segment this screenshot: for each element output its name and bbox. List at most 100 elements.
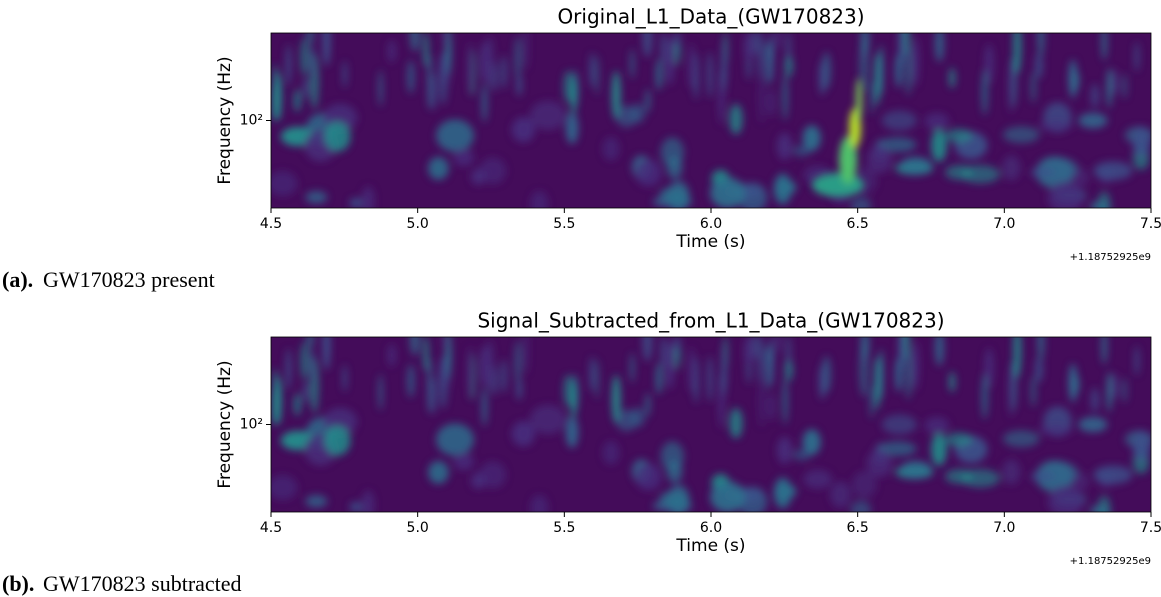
y-tick-label: 10² [240,417,263,433]
x-axis-label: Time (s) [675,232,745,252]
heatmap-blob [1030,166,1055,178]
heatmap-blob [442,33,448,47]
heatmap-blob [500,55,508,90]
heatmap-blob [931,128,947,162]
heatmap-blob [511,421,536,447]
heatmap-blob [602,440,620,465]
heatmap-blob [1101,33,1108,61]
chirp-part [812,173,864,197]
x-tick-label: 5.0 [407,520,429,536]
heatmap-blob [645,392,651,417]
heatmap-blob [759,71,765,124]
heatmap-blob [565,416,579,448]
heatmap-blob [570,77,577,116]
heatmap-blob [911,341,919,391]
heatmap-blob [1030,71,1037,103]
x-tick-label: 7.0 [993,520,1015,536]
heatmap-blob [565,112,579,144]
panel: Signal_Subtracted_from_L1_Data_(GW170823… [2,309,1161,597]
heatmap-blob [349,501,363,512]
heatmap-blob [529,100,566,130]
heatmap-blob [752,33,759,55]
heatmap-blob [773,173,792,205]
heatmap-blob [706,51,713,98]
panel: Original_L1_Data_(GW170823) 4.5 5.0 5.5 6.0 6… [2,5,1161,293]
heatmap-blob [869,384,874,419]
x-tick-label: 4.5 [260,216,282,232]
heatmap-blob [1078,112,1108,129]
heatmap-blob [706,355,713,402]
heatmap-blob [300,342,309,380]
heatmap-blob [423,337,429,372]
heatmap-blob [342,364,347,392]
heatmap-blob [630,352,635,383]
heatmap-blob [981,373,988,420]
x-offset-label: +1.18752925e9 [1070,252,1151,263]
heatmap-blob [630,48,635,79]
heatmap-blob [1093,465,1133,485]
heatmap [271,33,1151,208]
heatmap-blob [830,481,851,508]
x-tick-label: 7.0 [993,216,1015,232]
heatmap-blob [479,157,507,185]
heatmap-blob [850,500,872,512]
heatmap-blob [322,337,331,371]
heatmap-blob [660,33,667,65]
heatmap-blob [729,408,743,439]
heatmap-blob [293,88,302,112]
heatmap-blob [655,58,663,91]
heatmap-blob [775,337,782,353]
heatmap-blob [436,119,475,152]
heatmap-blob [1047,181,1084,208]
heatmap-blob [1038,120,1073,132]
heatmap-blob [665,35,675,86]
heatmap-blob [1037,337,1045,361]
heatmap-blob [1106,67,1112,109]
heatmap-blob [428,156,449,180]
x-tick-label: 6.5 [847,520,869,536]
heatmap-blob [744,33,754,63]
heatmap-blob [1008,63,1014,114]
x-offset-label: +1.18752925e9 [1070,556,1151,567]
chirp-part [856,78,862,122]
heatmap-blob [766,345,772,390]
heatmap-blob [529,404,566,434]
heatmap-blob [687,42,696,89]
heatmap-blob [438,356,449,409]
heatmap-blob [672,347,681,370]
heatmap-blob [630,407,646,427]
heatmap-blob [869,80,874,115]
heatmap-blob [710,481,746,512]
heatmap-blob [767,392,775,421]
heatmap-blob [866,449,893,478]
heatmap-blob [878,348,884,400]
chart-title: Original_L1_Data_(GW170823) [557,5,864,29]
heatmap-blob [300,38,309,76]
chirp-part [839,136,857,184]
heatmap-blob [430,377,437,415]
heatmap-blob [407,60,415,94]
heatmap-blob [948,67,956,89]
heatmap-blob [306,33,315,45]
signal-chirp [812,78,864,197]
heatmap-blob [589,356,595,392]
x-tick-label: 6.0 [700,520,722,536]
heatmap-blob [777,132,793,160]
heatmap-blob [1090,387,1100,413]
heatmap-blob [271,475,298,501]
heatmap-blob [665,339,675,390]
heatmap-blob [485,340,495,390]
heatmap-blob [467,346,474,399]
heatmap-blob [481,83,488,123]
heatmap-blob [1013,337,1022,379]
heatmap-blob [660,337,667,369]
heatmap-blob [479,461,507,489]
heatmap-blob [1101,337,1108,365]
heatmap-blob [595,359,600,400]
heatmap-blob [1134,345,1139,376]
heatmap-blob [905,347,912,400]
heatmap-blob [293,392,302,416]
heatmap-blob [322,33,331,67]
heatmap-blob [782,72,788,121]
heatmap-blob [721,343,727,398]
